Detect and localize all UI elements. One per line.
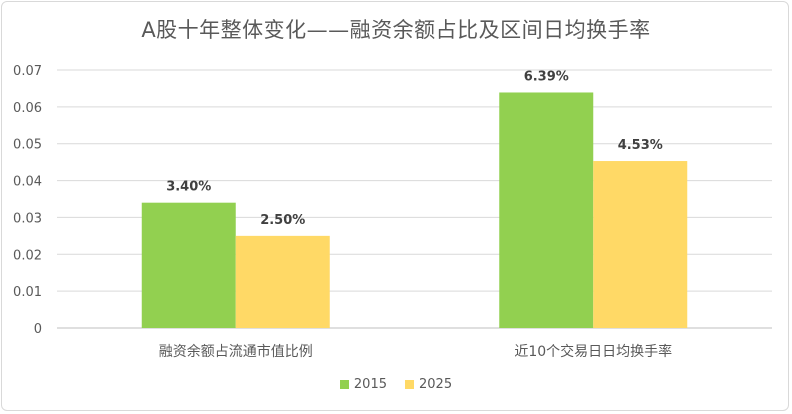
data-label: 4.53%: [618, 138, 663, 153]
data-label: 6.39%: [524, 69, 569, 84]
bar: [141, 202, 236, 328]
bar: [593, 161, 688, 328]
y-tick-label: 0.06: [13, 101, 42, 116]
y-tick-label: 0: [34, 322, 42, 337]
y-tick-label: 0.02: [13, 248, 42, 263]
x-category-label: 融资余额占流通市值比例: [159, 343, 313, 360]
y-tick-label: 0.04: [13, 175, 42, 190]
legend-item-2025: 2025: [405, 377, 452, 392]
y-tick-label: 0.03: [13, 211, 42, 226]
y-tick-label: 0.05: [13, 138, 42, 153]
legend-label-2025: 2025: [419, 377, 453, 392]
chart-title: A股十年整体变化——融资余额占比及区间日均换手率: [141, 18, 651, 42]
y-tick-label: 0.07: [13, 64, 42, 79]
legend-label-2015: 2015: [353, 377, 387, 392]
legend-item-2015: 2015: [339, 377, 387, 392]
x-category-label: 近10个交易日日均换手率: [514, 343, 672, 360]
legend-swatch-2025: [405, 380, 414, 389]
y-tick-label: 0.01: [13, 285, 42, 300]
legend-swatch-2015: [339, 380, 349, 389]
data-label: 3.40%: [166, 180, 211, 195]
legend: 2015 2025: [0, 377, 792, 392]
bar: [499, 92, 594, 329]
data-label: 2.50%: [260, 213, 305, 228]
bar: [235, 235, 330, 328]
